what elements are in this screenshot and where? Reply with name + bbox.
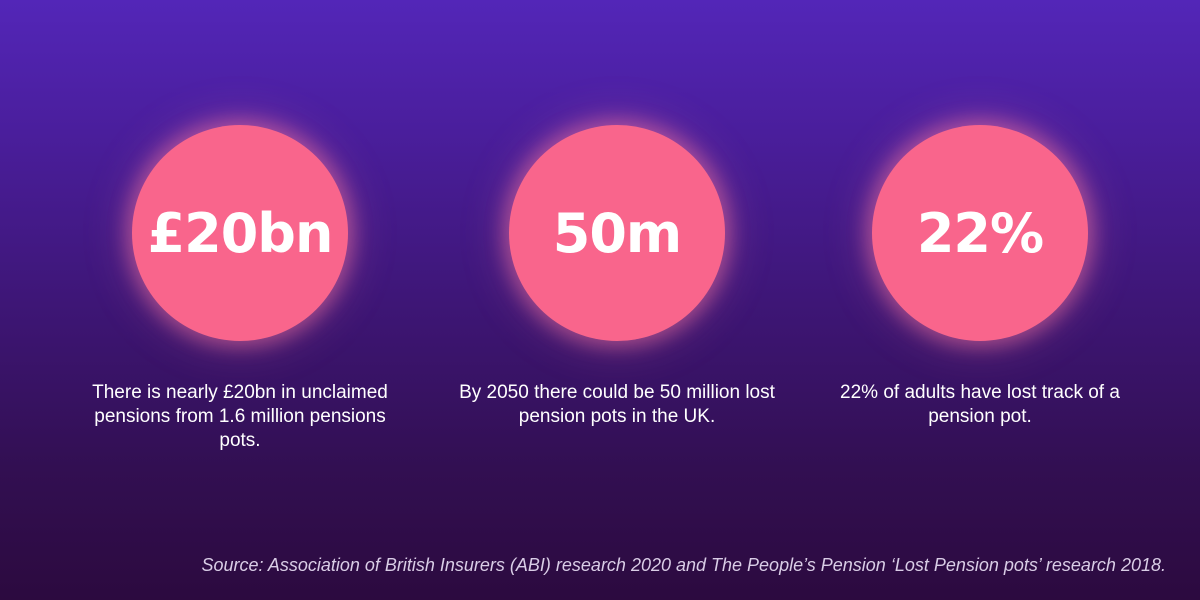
stat-unclaimed-pensions: £20bn There is nearly £20bn in unclaimed… xyxy=(60,125,420,453)
stat-circle: £20bn xyxy=(132,125,348,341)
stat-caption: 22% of adults have lost track of a pensi… xyxy=(840,382,1120,427)
stat-circle: 50m xyxy=(509,125,725,341)
source-note: Source: Association of British Insurers … xyxy=(201,555,1166,575)
stat-caption: By 2050 there could be 50 million lost p… xyxy=(459,382,775,427)
stat-adults-lost-track: 22% 22% of adults have lost track of a p… xyxy=(800,125,1160,429)
stat-figure: 50m xyxy=(552,201,682,265)
stat-figure: 22% xyxy=(916,201,1044,265)
stat-circle: 22% xyxy=(872,125,1088,341)
stat-caption: There is nearly £20bn in unclaimed pensi… xyxy=(92,382,388,451)
stat-figure: £20bn xyxy=(147,201,334,265)
stat-lost-pots-2050: 50m By 2050 there could be 50 million lo… xyxy=(437,125,797,429)
